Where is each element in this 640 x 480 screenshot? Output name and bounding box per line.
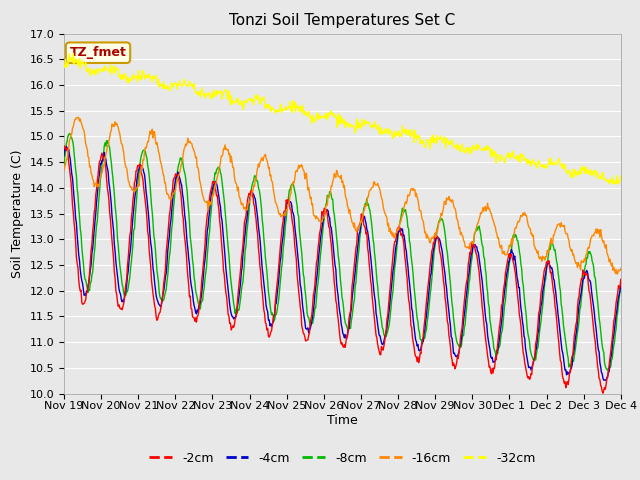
Y-axis label: Soil Temperature (C): Soil Temperature (C)	[11, 149, 24, 278]
X-axis label: Time: Time	[327, 414, 358, 427]
Legend: -2cm, -4cm, -8cm, -16cm, -32cm: -2cm, -4cm, -8cm, -16cm, -32cm	[145, 447, 540, 469]
Title: Tonzi Soil Temperatures Set C: Tonzi Soil Temperatures Set C	[229, 13, 456, 28]
Text: TZ_fmet: TZ_fmet	[70, 46, 127, 59]
